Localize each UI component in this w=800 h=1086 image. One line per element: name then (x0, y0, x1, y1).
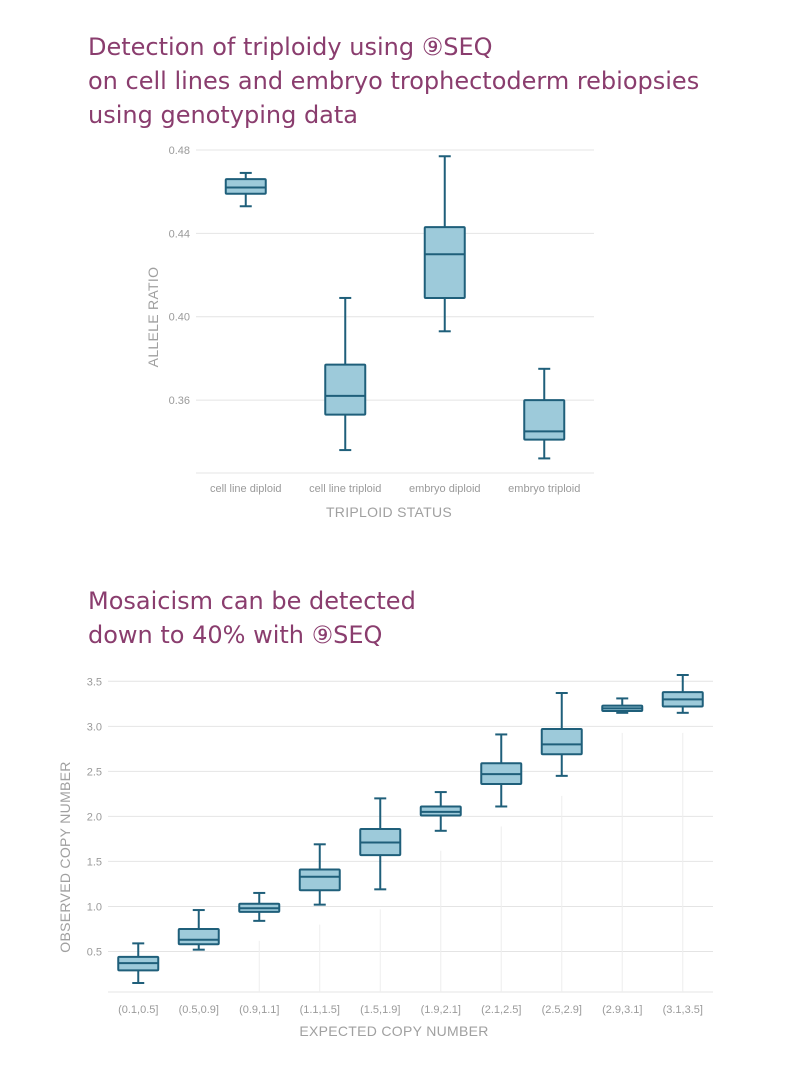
chart2-x-tick-label: (1.9,2.1] (421, 1004, 461, 1016)
chart1-title-line-2: on cell lines and embryo trophectoderm r… (88, 67, 700, 95)
chart2-y-tick-label: 0.5 (87, 946, 102, 958)
chart1-box (224, 178, 267, 195)
chart2-x-tick-label: (3.1,3.5] (663, 1004, 703, 1016)
chart2-x-tick-label: (1.5,1.9] (360, 1004, 400, 1016)
chart2-box (540, 728, 583, 756)
chart2-title-line-1: Mosaicism can be detected (88, 587, 416, 615)
chart2-x-tick-label: (0.9,1.1] (239, 1004, 279, 1016)
chart2-title: Mosaicism can be detected down to 40% wi… (88, 584, 416, 652)
chart1-y-tick-label: 0.36 (169, 395, 190, 407)
chart2-y-tick-label: 2.0 (87, 811, 102, 823)
chart2-y-axis-title: OBSERVED COPY NUMBER (57, 761, 73, 952)
chart1-box (423, 226, 466, 299)
chart2-x-axis-title: EXPECTED COPY NUMBER (299, 1023, 488, 1039)
chart1-y-tick-label: 0.44 (169, 228, 190, 240)
chart2-y-tick-label: 3.0 (87, 721, 102, 733)
chart1-y-tick-label: 0.40 (169, 312, 190, 324)
chart1-box (523, 399, 566, 441)
chart1-y-axis-title: ALLELE RATIO (145, 267, 161, 368)
chart2-x-tick-label: (2.9,3.1] (602, 1004, 642, 1016)
chart1-x-axis-title: TRIPLOID STATUS (326, 504, 452, 520)
chart2-x-tick-label: (0.5,0.9] (179, 1004, 219, 1016)
chart2-x-tick-label: (1.1,1.5] (300, 1004, 340, 1016)
chart2-y-tick-label: 1.5 (87, 856, 102, 868)
chart1-box (324, 363, 367, 416)
chart1-title-line-1: Detection of triploidy using ⑨SEQ (88, 33, 493, 61)
chart2-y-tick-label: 1.0 (87, 901, 102, 913)
chart1-x-tick-label: embryo diploid (409, 483, 481, 495)
chart2-y-tick-label: 3.5 (87, 676, 102, 688)
chart1-x-tick-label: cell line triploid (309, 483, 381, 495)
chart2-x-tick-label: (2.1,2.5] (481, 1004, 521, 1016)
chart2-title-line-2: down to 40% with ⑨SEQ (88, 621, 383, 649)
chart1-x-tick-label: cell line diploid (210, 483, 282, 495)
chart2-box (298, 868, 341, 892)
chart2-box (177, 927, 220, 946)
chart2-y-tick-label: 2.5 (87, 766, 102, 778)
chart2-x-tick-label: (2.5,2.9] (542, 1004, 582, 1016)
chart1-title: Detection of triploidy using ⑨SEQ on cel… (88, 30, 699, 132)
chart1-title-line-3: using genotyping data (88, 101, 358, 129)
chart1-y-tick-label: 0.48 (169, 145, 190, 157)
chart1-x-tick-label: embryo triploid (508, 483, 580, 495)
chart2-x-tick-label: (0.1,0.5] (118, 1004, 158, 1016)
